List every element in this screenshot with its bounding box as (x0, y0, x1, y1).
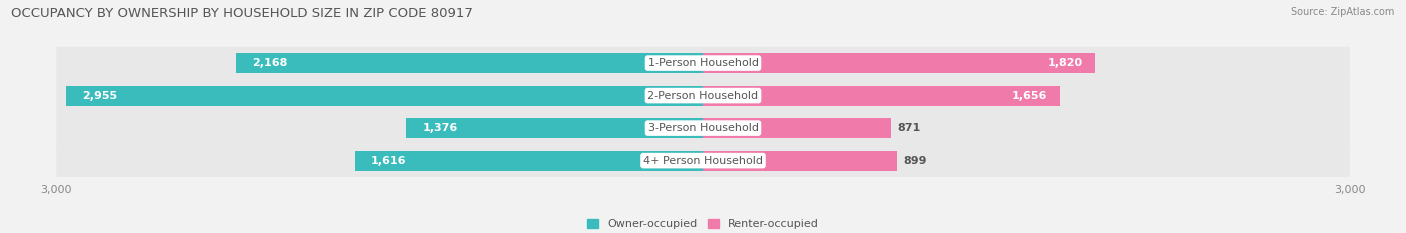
Bar (703, 53, 1095, 73)
Text: 1,656: 1,656 (1012, 91, 1047, 101)
FancyBboxPatch shape (56, 47, 1350, 79)
FancyBboxPatch shape (56, 79, 1350, 112)
Text: 2,168: 2,168 (252, 58, 287, 68)
Text: 1,376: 1,376 (423, 123, 458, 133)
Text: 3-Person Household: 3-Person Household (648, 123, 758, 133)
Text: 4+ Person Household: 4+ Person Household (643, 156, 763, 166)
Bar (703, 151, 897, 171)
Text: 1-Person Household: 1-Person Household (648, 58, 758, 68)
Text: Source: ZipAtlas.com: Source: ZipAtlas.com (1291, 7, 1395, 17)
Text: 871: 871 (897, 123, 921, 133)
Bar (354, 151, 703, 171)
Legend: Owner-occupied, Renter-occupied: Owner-occupied, Renter-occupied (586, 219, 820, 229)
FancyBboxPatch shape (56, 112, 1350, 144)
Text: 2,955: 2,955 (82, 91, 117, 101)
Bar (66, 86, 703, 106)
Bar (236, 53, 703, 73)
Text: 899: 899 (903, 156, 927, 166)
Text: 1,820: 1,820 (1047, 58, 1083, 68)
Text: 2-Person Household: 2-Person Household (647, 91, 759, 101)
Text: OCCUPANCY BY OWNERSHIP BY HOUSEHOLD SIZE IN ZIP CODE 80917: OCCUPANCY BY OWNERSHIP BY HOUSEHOLD SIZE… (11, 7, 474, 20)
Text: 1,616: 1,616 (371, 156, 406, 166)
Bar (703, 118, 891, 138)
FancyBboxPatch shape (56, 144, 1350, 177)
Bar (406, 118, 703, 138)
Bar (703, 86, 1060, 106)
